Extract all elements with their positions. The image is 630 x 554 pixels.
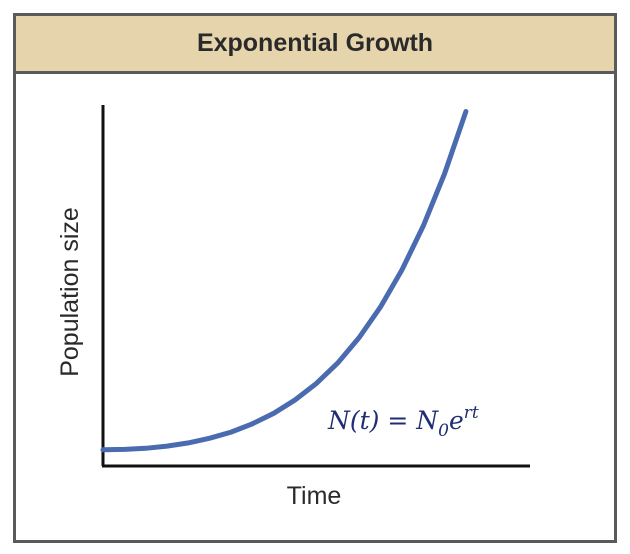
y-axis-label: Population size xyxy=(56,207,84,377)
chart-frame: Exponential Growth xyxy=(13,13,617,543)
formula-superscript: rt xyxy=(464,403,479,423)
growth-curve xyxy=(100,109,469,453)
chart-title: Exponential Growth xyxy=(196,29,434,57)
title-bar: Exponential Growth xyxy=(16,16,614,74)
formula-lhs: N(t) = N xyxy=(327,406,439,435)
formula-annotation: N(t) = N0ert xyxy=(327,403,479,441)
formula-subscript: 0 xyxy=(438,421,449,441)
formula-base: e xyxy=(449,406,464,435)
x-axis-label: Time xyxy=(287,482,342,510)
